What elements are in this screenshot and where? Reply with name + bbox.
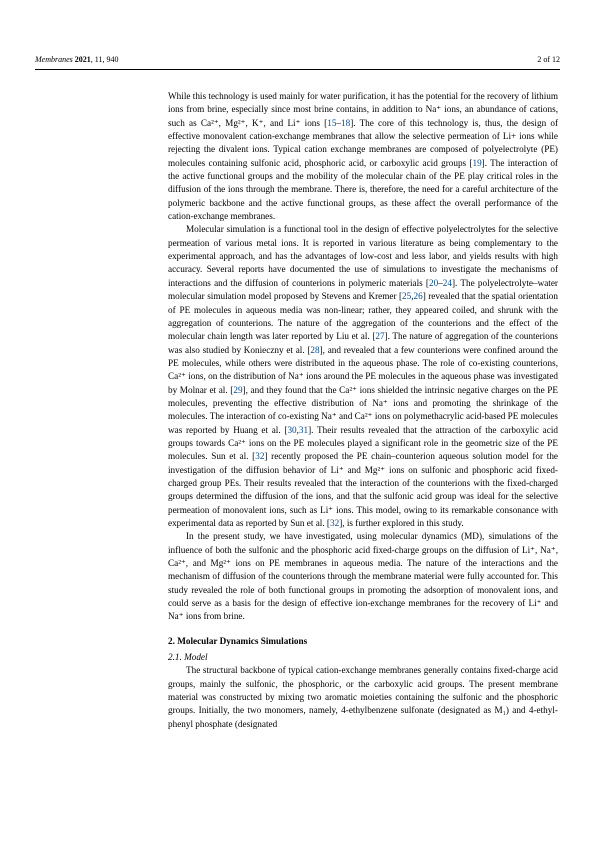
ref-31[interactable]: 31 <box>299 425 308 435</box>
ref-27[interactable]: 27 <box>375 331 384 341</box>
paragraph-4: The structural backbone of typical catio… <box>168 664 558 731</box>
journal-name: Membranes <box>35 55 73 64</box>
journal-meta: 2021, 11, 940 <box>75 55 119 64</box>
page-header: Membranes 2021, 11, 940 2 of 12 <box>35 54 560 70</box>
body-text: While this technology is used mainly for… <box>168 90 558 731</box>
ref-18[interactable]: 18 <box>341 118 350 128</box>
paragraph-1: While this technology is used mainly for… <box>168 90 558 223</box>
ref-30[interactable]: 30 <box>287 425 296 435</box>
ref-26[interactable]: 26 <box>414 291 423 301</box>
header-left: Membranes 2021, 11, 940 <box>35 54 118 66</box>
ref-32b[interactable]: 32 <box>330 518 339 528</box>
ref-24[interactable]: 24 <box>443 278 452 288</box>
section-heading: 2. Molecular Dynamics Simulations <box>168 635 558 648</box>
subsection-heading: 2.1. Model <box>168 651 558 664</box>
pagination: 2 of 12 <box>537 54 560 66</box>
paragraph-3: In the present study, we have investigat… <box>168 530 558 623</box>
ref-20[interactable]: 20 <box>429 278 438 288</box>
ref-28[interactable]: 28 <box>310 345 319 355</box>
paragraph-2: Molecular simulation is a functional too… <box>168 223 558 530</box>
ref-29[interactable]: 29 <box>233 385 242 395</box>
ref-25[interactable]: 25 <box>402 291 411 301</box>
ref-19[interactable]: 19 <box>472 158 481 168</box>
